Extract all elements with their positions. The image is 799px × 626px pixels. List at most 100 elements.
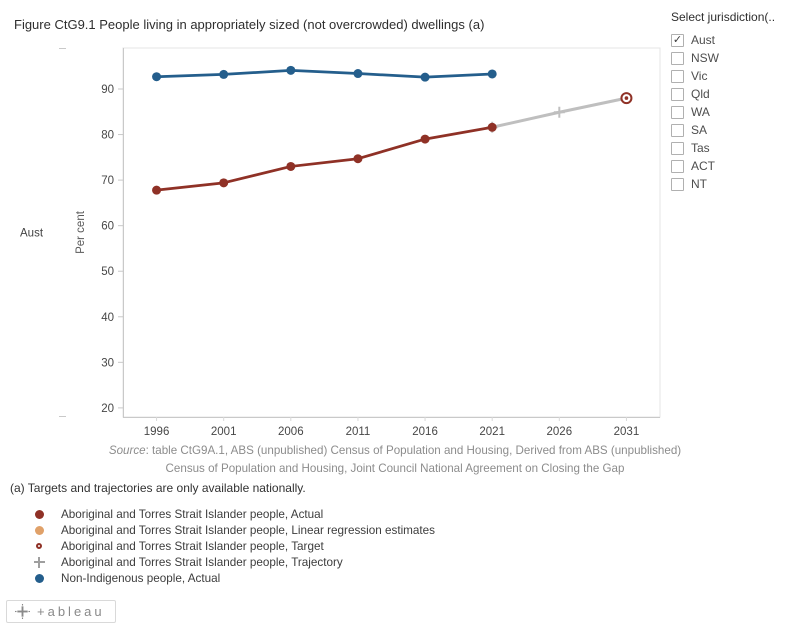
- series-line: [155, 68, 494, 79]
- jurisdiction-option-label: Aust: [691, 33, 716, 47]
- checkbox-unchecked[interactable]: [671, 105, 684, 119]
- source-line-1: Source: table CtG9A.1, ABS (unpublished)…: [70, 442, 720, 460]
- jurisdiction-option-label: WA: [691, 105, 710, 119]
- jurisdiction-filter: Select jurisdiction(.. ✓ Aust NSW Vic Qld WA S…: [671, 10, 797, 193]
- tableau-wordmark: +ableau: [37, 604, 105, 619]
- tableau-logo[interactable]: +ableau: [6, 600, 116, 623]
- series-aboriginal-and-torres-strait-islander-people-target[interactable]: [620, 92, 633, 105]
- data-point[interactable]: [286, 161, 296, 171]
- legend-marker-circle-icon: [32, 523, 46, 537]
- source-word: Source: [108, 444, 146, 457]
- y-tick-label: 80: [101, 130, 114, 142]
- legend-item[interactable]: Aboriginal and Torres Strait Islander pe…: [28, 506, 435, 522]
- series-aboriginal-and-torres-strait-islander-people-actual[interactable]: [152, 122, 497, 195]
- checkbox-unchecked[interactable]: [671, 51, 684, 65]
- y-tick-label: 70: [101, 175, 114, 187]
- circle-glyph: [34, 525, 44, 535]
- tableau-footer: +ableau: [0, 598, 799, 626]
- x-tick-label: 1996: [144, 426, 170, 438]
- tableau-logo-icon: [15, 604, 30, 619]
- checkbox-unchecked[interactable]: [671, 141, 684, 155]
- jurisdiction-filter-title: Select jurisdiction(..: [671, 10, 776, 24]
- jurisdiction-option-act[interactable]: ACT: [671, 157, 797, 175]
- y-tick-label: 40: [101, 312, 114, 324]
- jurisdiction-option-sa[interactable]: SA: [671, 121, 797, 139]
- x-tick-label: 2031: [614, 426, 640, 438]
- legend-label: Aboriginal and Torres Strait Islander pe…: [61, 539, 324, 553]
- jurisdiction-option-label: ACT: [691, 159, 715, 173]
- y-tick-label: 60: [101, 221, 114, 233]
- data-point[interactable]: [152, 72, 162, 82]
- line-chart: Aust Per cent 20 30 40 50 60 70 80 90 1996 2001 2006…: [20, 47, 661, 438]
- data-point[interactable]: [353, 69, 363, 79]
- data-point[interactable]: [219, 69, 229, 79]
- checkbox-checked[interactable]: ✓: [671, 33, 684, 47]
- legend-item[interactable]: Aboriginal and Torres Strait Islander pe…: [28, 522, 435, 538]
- circle-glyph: [34, 509, 44, 519]
- legend-marker-plus-icon: [32, 555, 46, 569]
- legend-marker-circle-icon: [32, 571, 46, 585]
- jurisdiction-option-label: NSW: [691, 51, 719, 65]
- jurisdiction-option-tas[interactable]: Tas: [671, 139, 797, 157]
- legend-item[interactable]: Non-Indigenous people, Actual: [28, 570, 435, 586]
- jurisdiction-option-aust[interactable]: ✓ Aust: [671, 31, 797, 49]
- legend-marker-circle-icon: [32, 507, 46, 521]
- jurisdiction-option-label: Tas: [691, 141, 710, 155]
- jurisdiction-option-nsw[interactable]: NSW: [671, 49, 797, 67]
- data-point[interactable]: [219, 178, 229, 188]
- data-point[interactable]: [353, 154, 363, 164]
- circle-glyph: [34, 573, 44, 583]
- figure-title: Figure CtG9.1 People living in appropria…: [14, 17, 485, 32]
- x-tick-label: 2001: [211, 426, 237, 438]
- check-icon: ✓: [672, 33, 683, 46]
- data-point[interactable]: [487, 122, 497, 132]
- legend-label: Non-Indigenous people, Actual: [61, 571, 221, 585]
- jurisdiction-option-qld[interactable]: Qld: [671, 85, 797, 103]
- data-point[interactable]: [152, 185, 162, 195]
- jurisdiction-option-label: Vic: [691, 69, 708, 83]
- y-tick-label: 20: [101, 403, 114, 415]
- series-line: [155, 125, 494, 192]
- y-axis-title: Per cent: [75, 210, 87, 254]
- footnote: (a) Targets and trajectories are only av…: [10, 481, 306, 495]
- data-point[interactable]: [420, 134, 430, 144]
- plot-area: [122, 47, 661, 418]
- data-point[interactable]: [286, 65, 296, 75]
- jurisdiction-filter-options: ✓ Aust NSW Vic Qld WA SA Tas ACT NT: [671, 31, 797, 193]
- data-point[interactable]: [420, 72, 430, 82]
- x-tick-label: 2021: [479, 426, 505, 438]
- jurisdiction-option-nt[interactable]: NT: [671, 175, 797, 193]
- open-circle-glyph: [36, 543, 42, 549]
- jurisdiction-option-wa[interactable]: WA: [671, 103, 797, 121]
- legend: Aboriginal and Torres Strait Islander pe…: [28, 506, 435, 586]
- plus-glyph: [33, 556, 45, 568]
- legend-item[interactable]: Aboriginal and Torres Strait Islander pe…: [28, 554, 435, 570]
- source-text-1: : table CtG9A.1, ABS (unpublished) Censu…: [145, 444, 682, 457]
- x-tick-label: 2006: [278, 426, 304, 438]
- y-tick-label: 50: [101, 266, 114, 278]
- data-point[interactable]: [487, 69, 497, 79]
- legend-label: Aboriginal and Torres Strait Islander pe…: [61, 507, 324, 521]
- series-non-indigenous-people-actual[interactable]: [152, 65, 497, 82]
- checkbox-unchecked[interactable]: [671, 123, 684, 137]
- checkbox-unchecked[interactable]: [671, 177, 684, 191]
- y-tick-label: 30: [101, 357, 114, 369]
- row-label: Aust: [20, 228, 44, 240]
- legend-label: Aboriginal and Torres Strait Islander pe…: [61, 555, 343, 569]
- checkbox-unchecked[interactable]: [671, 87, 684, 101]
- source-line-2: Census of Population and Housing, Joint …: [165, 461, 625, 475]
- source-note: Source: table CtG9A.1, ABS (unpublished)…: [70, 442, 720, 477]
- jurisdiction-option-vic[interactable]: Vic: [671, 67, 797, 85]
- checkbox-unchecked[interactable]: [671, 69, 684, 83]
- legend-item[interactable]: Aboriginal and Torres Strait Islander pe…: [28, 538, 435, 554]
- checkbox-unchecked[interactable]: [671, 159, 684, 173]
- target-dot: [624, 96, 629, 100]
- jurisdiction-option-label: SA: [691, 123, 708, 137]
- x-tick-label: 2016: [412, 426, 438, 438]
- legend-marker-open-circle-icon: [32, 539, 46, 553]
- jurisdiction-option-label: Qld: [691, 87, 710, 101]
- legend-label: Aboriginal and Torres Strait Islander pe…: [61, 523, 435, 537]
- jurisdiction-option-label: NT: [691, 177, 707, 191]
- x-tick-label: 2026: [547, 426, 573, 438]
